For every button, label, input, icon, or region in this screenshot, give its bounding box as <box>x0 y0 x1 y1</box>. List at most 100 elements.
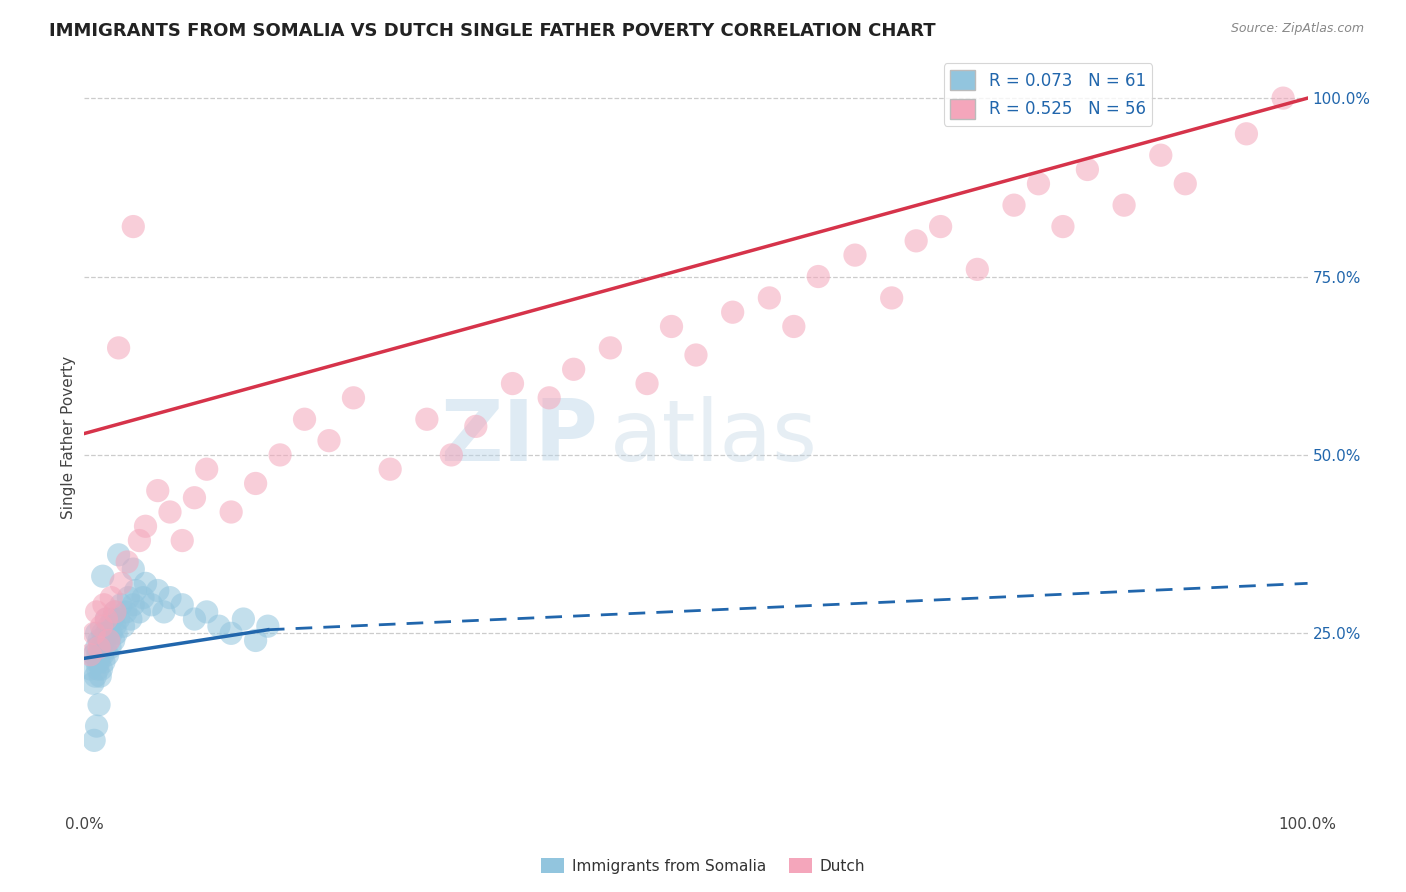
Point <box>105 626 128 640</box>
Point <box>135 576 157 591</box>
Point <box>183 491 205 505</box>
Point <box>1150 148 1173 162</box>
Point <box>342 391 364 405</box>
Point <box>107 341 129 355</box>
Point <box>97 633 120 648</box>
Point <box>90 640 112 655</box>
Point <box>966 262 988 277</box>
Point <box>96 612 118 626</box>
Point <box>153 605 176 619</box>
Point <box>90 662 112 676</box>
Point <box>440 448 463 462</box>
Point <box>100 626 122 640</box>
Point <box>661 319 683 334</box>
Point <box>87 698 110 712</box>
Point <box>195 462 218 476</box>
Point <box>1002 198 1025 212</box>
Legend: Immigrants from Somalia, Dutch: Immigrants from Somalia, Dutch <box>536 852 870 880</box>
Point <box>110 598 132 612</box>
Point <box>146 583 169 598</box>
Point <box>101 612 124 626</box>
Point <box>86 626 108 640</box>
Point <box>91 569 114 583</box>
Point <box>172 598 194 612</box>
Point <box>104 605 127 619</box>
Point <box>208 619 231 633</box>
Point <box>107 548 129 562</box>
Point <box>257 619 280 633</box>
Point <box>685 348 707 362</box>
Point <box>141 598 163 612</box>
Point <box>562 362 585 376</box>
Point <box>1028 177 1050 191</box>
Point <box>636 376 658 391</box>
Point <box>86 719 108 733</box>
Point <box>84 669 107 683</box>
Point <box>880 291 903 305</box>
Point <box>100 591 122 605</box>
Point <box>122 562 145 576</box>
Point <box>104 619 127 633</box>
Point <box>98 640 121 655</box>
Text: atlas: atlas <box>610 395 818 479</box>
Point <box>1052 219 1074 234</box>
Point <box>122 598 145 612</box>
Point <box>82 676 104 690</box>
Point <box>94 640 117 655</box>
Point <box>79 648 101 662</box>
Point <box>502 376 524 391</box>
Point <box>245 633 267 648</box>
Text: ZIP: ZIP <box>440 395 598 479</box>
Point <box>86 655 108 669</box>
Point <box>89 669 111 683</box>
Point <box>96 612 118 626</box>
Point <box>93 633 115 648</box>
Point <box>929 219 952 234</box>
Point <box>172 533 194 548</box>
Point <box>146 483 169 498</box>
Point <box>219 505 242 519</box>
Point <box>87 640 110 655</box>
Point <box>1236 127 1258 141</box>
Point <box>115 555 138 569</box>
Point <box>96 626 118 640</box>
Point <box>844 248 866 262</box>
Text: IMMIGRANTS FROM SOMALIA VS DUTCH SINGLE FATHER POVERTY CORRELATION CHART: IMMIGRANTS FROM SOMALIA VS DUTCH SINGLE … <box>49 22 936 40</box>
Point <box>79 662 101 676</box>
Point <box>232 612 254 626</box>
Point <box>83 733 105 747</box>
Point <box>93 598 115 612</box>
Point <box>103 633 125 648</box>
Point <box>1076 162 1098 177</box>
Point <box>159 505 181 519</box>
Point <box>721 305 744 319</box>
Point <box>87 662 110 676</box>
Point <box>97 648 120 662</box>
Point <box>87 655 110 669</box>
Point <box>112 619 135 633</box>
Point <box>83 648 105 662</box>
Point <box>159 591 181 605</box>
Point <box>91 626 114 640</box>
Point <box>87 633 110 648</box>
Point <box>120 612 142 626</box>
Point <box>464 419 486 434</box>
Point <box>97 633 120 648</box>
Point <box>269 448 291 462</box>
Point <box>93 655 115 669</box>
Point <box>128 533 150 548</box>
Point <box>219 626 242 640</box>
Point <box>87 648 110 662</box>
Point <box>86 640 108 655</box>
Point <box>135 519 157 533</box>
Point <box>294 412 316 426</box>
Point <box>195 605 218 619</box>
Point <box>380 462 402 476</box>
Point <box>132 591 155 605</box>
Point <box>1174 177 1197 191</box>
Point <box>538 391 561 405</box>
Y-axis label: Single Father Poverty: Single Father Poverty <box>60 356 76 518</box>
Point <box>416 412 439 426</box>
Point <box>183 612 205 626</box>
Point <box>318 434 340 448</box>
